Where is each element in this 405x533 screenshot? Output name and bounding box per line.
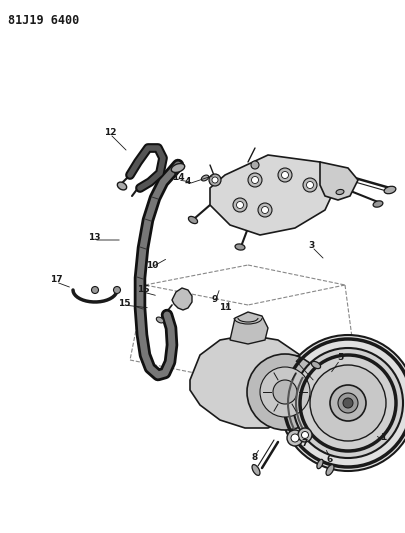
Circle shape <box>297 428 311 442</box>
Circle shape <box>209 174 220 186</box>
Ellipse shape <box>117 182 126 190</box>
Polygon shape <box>172 288 192 310</box>
Circle shape <box>257 203 271 217</box>
Circle shape <box>232 198 246 212</box>
Circle shape <box>236 201 243 208</box>
Ellipse shape <box>171 164 184 173</box>
Text: 2: 2 <box>293 356 299 365</box>
Circle shape <box>337 393 357 413</box>
Circle shape <box>301 432 308 439</box>
Circle shape <box>306 182 313 189</box>
Text: 81J19 6400: 81J19 6400 <box>8 14 79 27</box>
Polygon shape <box>230 312 267 344</box>
Text: 10: 10 <box>145 261 158 270</box>
Circle shape <box>290 434 298 442</box>
Circle shape <box>261 206 268 214</box>
Ellipse shape <box>311 361 320 369</box>
Ellipse shape <box>335 189 343 195</box>
Circle shape <box>211 177 217 183</box>
Text: 15: 15 <box>117 298 130 308</box>
Ellipse shape <box>188 216 197 224</box>
Circle shape <box>309 365 385 441</box>
Circle shape <box>91 287 98 294</box>
Circle shape <box>279 335 405 471</box>
Circle shape <box>342 398 352 408</box>
Polygon shape <box>209 155 337 235</box>
Polygon shape <box>190 335 307 428</box>
Text: 7: 7 <box>301 440 307 448</box>
Circle shape <box>292 348 402 458</box>
Text: 16: 16 <box>136 286 149 295</box>
Text: 11: 11 <box>218 303 231 312</box>
Circle shape <box>113 287 120 294</box>
Circle shape <box>281 172 288 179</box>
Circle shape <box>277 168 291 182</box>
Circle shape <box>286 430 302 446</box>
Circle shape <box>272 380 296 404</box>
Ellipse shape <box>325 465 333 475</box>
Text: 17: 17 <box>49 276 62 285</box>
Text: 8: 8 <box>251 454 258 463</box>
Ellipse shape <box>252 465 259 475</box>
Ellipse shape <box>234 244 244 250</box>
Text: 1: 1 <box>379 433 385 442</box>
Circle shape <box>247 173 261 187</box>
Ellipse shape <box>156 317 163 323</box>
Text: 9: 9 <box>211 295 217 304</box>
Text: 5: 5 <box>336 353 342 362</box>
Ellipse shape <box>383 186 395 193</box>
Ellipse shape <box>316 459 322 469</box>
Circle shape <box>246 354 322 430</box>
Ellipse shape <box>201 175 208 181</box>
Circle shape <box>251 176 258 183</box>
Circle shape <box>302 178 316 192</box>
Polygon shape <box>309 378 351 408</box>
Text: 12: 12 <box>104 127 116 136</box>
Polygon shape <box>319 162 357 200</box>
Circle shape <box>329 385 365 421</box>
Text: 4: 4 <box>184 177 191 187</box>
Text: 3: 3 <box>308 240 314 249</box>
Ellipse shape <box>372 201 382 207</box>
Text: 13: 13 <box>87 233 100 243</box>
Circle shape <box>259 367 309 417</box>
Circle shape <box>250 161 258 169</box>
Text: 14: 14 <box>171 174 184 182</box>
Text: 6: 6 <box>326 456 333 464</box>
